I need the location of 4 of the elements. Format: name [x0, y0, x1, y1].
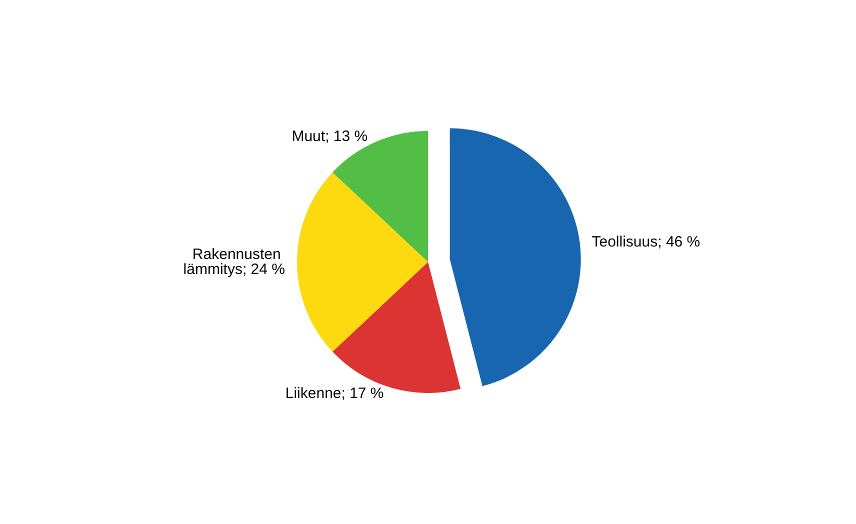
slice-label: Rakennusten lämmitys; 24 % [183, 246, 285, 278]
slice-label: Liikenne; 17 % [285, 385, 384, 402]
slice-label: Muut; 13 % [292, 128, 368, 145]
slice-label: Teollisuus; 46 % [592, 234, 700, 251]
